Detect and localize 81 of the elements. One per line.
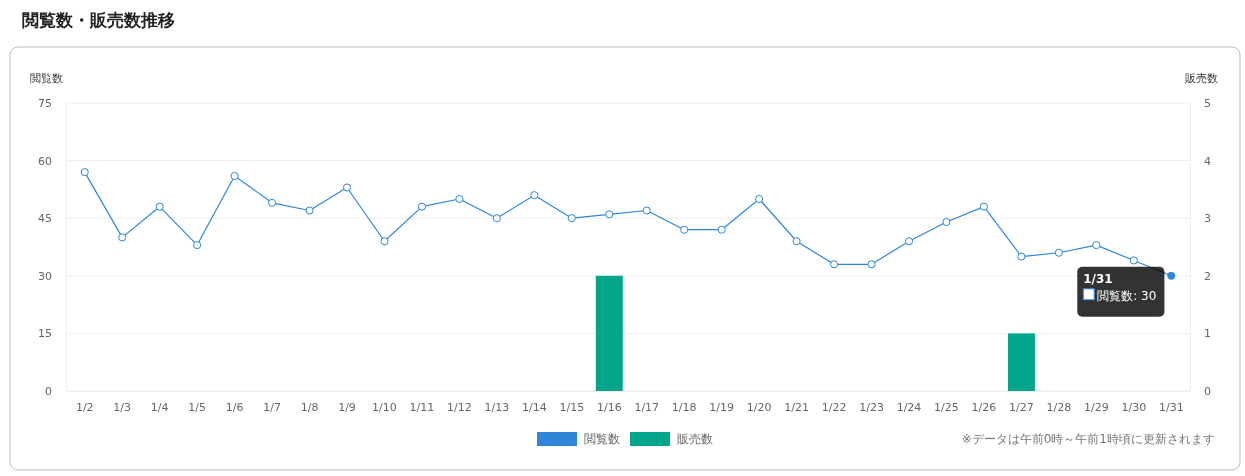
text: ※データは午前0時～午前1時頃に更新されます: [961, 432, 1215, 446]
x-tick-label: 1/26: [971, 400, 997, 414]
annotation: 閲覧数: 30: [1097, 288, 1157, 303]
point: [118, 233, 127, 242]
point: [268, 198, 277, 207]
x-tick-label: 1/30: [1121, 400, 1147, 414]
point: [417, 202, 426, 211]
x-tick-label: 1/11: [409, 400, 435, 414]
y-tick-label: 0: [45, 385, 52, 399]
point: [1054, 248, 1063, 257]
x-tick-label: 1/23: [859, 400, 884, 414]
y2-tick-label: 5: [1204, 97, 1211, 111]
x-tick-label: 1/19: [709, 400, 735, 414]
point: [530, 191, 539, 200]
point: [380, 237, 389, 246]
x-tick-label: 1/3: [113, 400, 132, 414]
point: [942, 217, 951, 227]
point: [1129, 256, 1138, 265]
point: [755, 194, 764, 204]
point: [830, 260, 839, 269]
x-tick-label: 1/24: [896, 400, 922, 414]
x-tick-label: 1/16: [596, 400, 622, 414]
point: [492, 214, 501, 223]
y-tick-label: 60: [38, 154, 52, 168]
y2-tick-label: 0: [1204, 385, 1211, 399]
point: [1017, 252, 1026, 261]
point: [230, 171, 239, 181]
x-tick-label: 1/5: [188, 400, 206, 414]
x-tick-label: 1/31: [1158, 400, 1184, 414]
x-tick-label: 1/9: [338, 400, 356, 414]
x-tick-label: 1/4: [150, 400, 169, 414]
legend-label: 閲覧数: [584, 432, 620, 446]
y-tick-label: 45: [38, 212, 52, 226]
x-tick-label: 1/18: [671, 400, 697, 414]
x-tick-label: 1/8: [300, 400, 319, 414]
y2-tick-label: 3: [1204, 212, 1211, 226]
point: [605, 210, 614, 219]
point: [1092, 241, 1101, 250]
y2-tick-label: 4: [1204, 154, 1211, 168]
x-tick-label: 1/27: [1009, 400, 1034, 414]
y-axis-title: 閲覧数: [30, 72, 63, 85]
x-tick-label: 1/17: [634, 400, 660, 414]
tooltip-box: 1/31 閲覧数: 30: [1077, 266, 1165, 317]
point: [867, 260, 876, 269]
x-tick-label: 1/21: [784, 400, 809, 414]
y-tick-label: 15: [38, 327, 52, 341]
x-tick-label: 1/13: [484, 400, 510, 414]
x-tick-label: 1/25: [934, 400, 959, 414]
x-tick-label: 1/14: [521, 400, 547, 414]
x-tick-label: 1/29: [1083, 400, 1109, 414]
point: [80, 168, 89, 177]
annotation: 1/31: [1083, 271, 1113, 286]
point: [193, 241, 202, 250]
y-tick-label: 75: [38, 97, 52, 111]
point: [904, 237, 914, 246]
point: [155, 202, 164, 211]
y2-tick-label: 2: [1204, 269, 1211, 283]
point: [792, 237, 801, 246]
point: [342, 183, 352, 192]
y2-axis-title: 販売数: [1185, 72, 1218, 85]
point: [979, 202, 988, 211]
point: [717, 225, 726, 234]
y2-tick-label: 1: [1204, 327, 1211, 341]
point: [455, 194, 464, 204]
x-tick-label: 1/22: [821, 400, 847, 414]
y-tick-label: 30: [38, 269, 52, 283]
x-tick-label: 1/15: [559, 400, 585, 414]
point: [642, 206, 651, 215]
x-tick-label: 1/28: [1046, 400, 1072, 414]
point: [680, 225, 689, 234]
point: [1167, 271, 1176, 280]
legend-label: 販売数: [677, 432, 713, 446]
point: [305, 206, 314, 215]
x-tick-label: 1/6: [225, 400, 244, 414]
chart-title: 閲覧数・販売数推移: [22, 10, 175, 30]
x-tick-label: 1/7: [263, 400, 281, 414]
x-tick-label: 1/2: [75, 400, 94, 414]
point: [567, 214, 576, 223]
x-tick-label: 1/20: [746, 400, 772, 414]
x-tick-label: 1/10: [372, 400, 397, 414]
x-tick-label: 1/12: [447, 400, 472, 414]
